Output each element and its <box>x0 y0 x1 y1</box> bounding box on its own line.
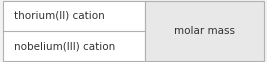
Bar <box>3 1 145 61</box>
Text: nobelium(III) cation: nobelium(III) cation <box>14 41 115 52</box>
Text: molar mass: molar mass <box>174 26 235 36</box>
Bar <box>145 1 264 61</box>
Text: thorium(II) cation: thorium(II) cation <box>14 10 105 21</box>
